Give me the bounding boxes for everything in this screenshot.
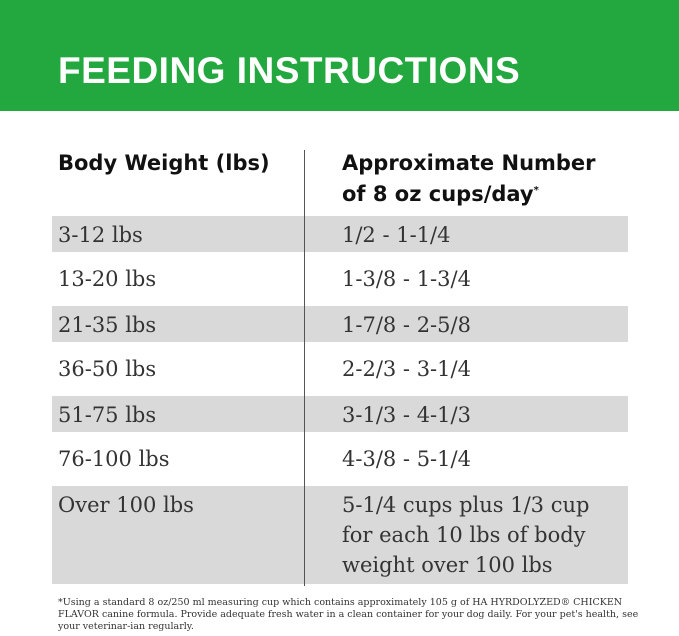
- column-header-cups-text: Approximate Number of 8 oz cups/day: [342, 151, 596, 206]
- weight-cell: 51-75 lbs: [58, 403, 157, 427]
- table-row: 21-35 lbs 1-7/8 - 2-5/8: [52, 306, 628, 342]
- table-row: 3-12 lbs 1/2 - 1-1/4: [52, 216, 628, 252]
- weight-cell: 3-12 lbs: [58, 223, 143, 247]
- table-row: 76-100 lbs 4-3/8 - 5-1/4: [52, 440, 628, 476]
- table-row: Over 100 lbs 5-1/4 cups plus 1/3 cup for …: [52, 486, 628, 584]
- header-banner: FEEDING INSTRUCTIONS: [0, 0, 679, 111]
- column-header-weight: Body Weight (lbs): [58, 151, 270, 175]
- weight-cell: Over 100 lbs: [58, 493, 194, 517]
- cups-cell: 3-1/3 - 4-1/3: [342, 403, 471, 427]
- cups-cell: 1-7/8 - 2-5/8: [342, 313, 471, 337]
- weight-cell: 36-50 lbs: [58, 357, 157, 381]
- weight-cell: 76-100 lbs: [58, 447, 170, 471]
- weight-cell: 13-20 lbs: [58, 267, 157, 291]
- cups-cell: 1-3/8 - 1-3/4: [342, 267, 471, 291]
- page-title: FEEDING INSTRUCTIONS: [58, 50, 521, 91]
- cups-cell: 5-1/4 cups plus 1/3 cup for each 10 lbs …: [342, 493, 590, 577]
- cups-cell: 4-3/8 - 5-1/4: [342, 447, 471, 471]
- cups-cell: 1/2 - 1-1/4: [342, 223, 451, 247]
- footnote-mark: *: [533, 185, 539, 196]
- weight-cell: 21-35 lbs: [58, 313, 157, 337]
- table-row: 36-50 lbs 2-2/3 - 3-1/4: [52, 350, 628, 386]
- column-header-cups: Approximate Number of 8 oz cups/day*: [342, 150, 622, 208]
- table-row: 13-20 lbs 1-3/8 - 1-3/4: [52, 260, 628, 296]
- footnote: *Using a standard 8 oz/250 ml measuring …: [58, 597, 639, 632]
- column-divider: [304, 150, 305, 586]
- table-row: 51-75 lbs 3-1/3 - 4-1/3: [52, 396, 628, 432]
- cups-cell: 2-2/3 - 3-1/4: [342, 357, 471, 381]
